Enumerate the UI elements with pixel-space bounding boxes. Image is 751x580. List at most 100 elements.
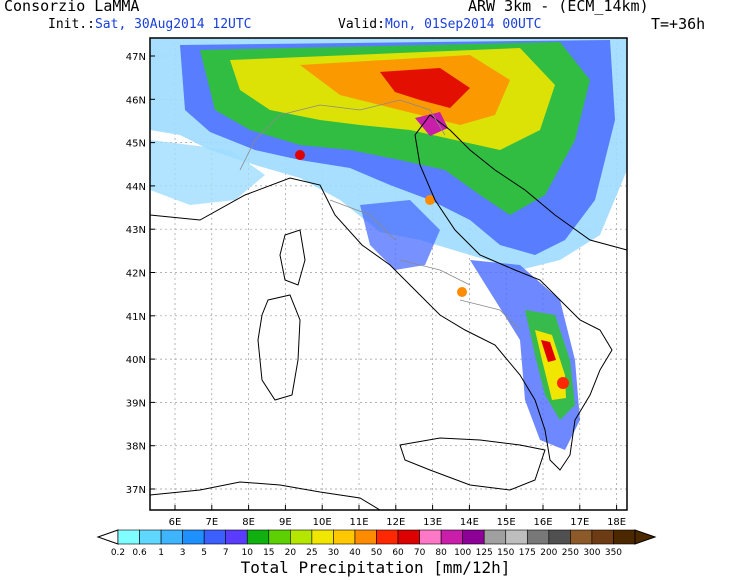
lat-tick-label: 43N	[126, 225, 146, 236]
colorbar-label: 15	[263, 548, 274, 558]
colorbar-box	[397, 529, 420, 545]
colorbar-label: 0.2	[111, 548, 125, 558]
lon-tick-label: 17E	[570, 517, 589, 528]
lon-tick-label: 8E	[242, 517, 255, 528]
model-title: ARW 3km - (ECM_14km)	[468, 0, 649, 15]
regional-borders	[329, 199, 521, 331]
colorbar-label: 50	[371, 548, 383, 558]
lon-tick-label: 16E	[533, 517, 552, 528]
lat-tick-label: 46N	[126, 95, 146, 106]
colorbar-label: 250	[562, 548, 579, 558]
colorbar-box	[182, 529, 205, 545]
lon-tick-label: 15E	[497, 517, 516, 528]
rain-west-cyan	[150, 140, 265, 205]
colorbar-box	[117, 529, 140, 545]
colorbar-label: 175	[519, 548, 536, 558]
rain-north-red	[380, 68, 470, 108]
rain-cell	[557, 377, 569, 389]
lat-tick-label: 37N	[126, 485, 146, 496]
colorbar-label: 1	[158, 548, 164, 558]
colorbar-box	[613, 529, 636, 545]
lon-tick-label: 18E	[607, 517, 626, 528]
corsica-coast	[279, 229, 306, 286]
colorbar-label: 25	[306, 548, 317, 558]
lat-tick-label: 40N	[126, 355, 146, 366]
italy-coast	[149, 114, 628, 471]
colorbar-labels: 0.2 0.6 1 3 5 7 10 15 20 25 30 40 50 60 70 80 100 125 150 1…	[111, 548, 622, 558]
lat-tick-label: 41N	[126, 312, 146, 323]
colorbar-label: 200	[540, 548, 557, 558]
colorbar-box	[419, 529, 442, 545]
rain-cell	[425, 195, 435, 205]
colorbar-box	[290, 529, 313, 545]
lon-tick-label: 10E	[313, 517, 332, 528]
colorbar-label: 70	[414, 548, 426, 558]
colorbar-box	[440, 529, 463, 545]
sicily-coast	[399, 437, 546, 491]
lat-tick-label: 38N	[126, 442, 146, 453]
lon-labels: 6E 7E 8E 9E 10E 11E 12E 13E 14E 15E 16E 17E 18E	[169, 505, 626, 528]
left-arrow-icon	[96, 529, 119, 545]
lon-tick-label: 13E	[423, 517, 442, 528]
colorbar-label: 0.6	[132, 548, 147, 558]
colorbar-label: 60	[392, 548, 404, 558]
valid-value: Mon, 01Sep2014 00UTC	[384, 17, 542, 32]
lat-tick-label: 42N	[126, 269, 146, 280]
colorbar-label: 7	[223, 548, 229, 558]
colorbar-label: 40	[349, 548, 361, 558]
africa-coast	[149, 481, 381, 511]
colorbar-box	[311, 529, 334, 545]
colorbar-box	[462, 529, 485, 545]
colorbar-label: 80	[435, 548, 447, 558]
legend-caption: Total Precipitation [mm/12h]	[240, 558, 511, 577]
lat-labels: 47N 46N 45N 44N 43N 42N 41N 40N 39N 38N 37N	[126, 52, 155, 496]
colorbar-box	[203, 529, 227, 545]
rain-cell	[457, 287, 467, 297]
colorbar-boxes	[117, 529, 636, 545]
init-line: Init.:Sat, 30Aug2014 12UTC	[48, 17, 252, 32]
colorbar-label: 30	[328, 548, 340, 558]
sardinia-coast	[257, 294, 301, 401]
colorbar-box	[139, 529, 162, 545]
valid-line: Valid:Mon, 01Sep2014 00UTC	[338, 17, 542, 32]
lon-tick-label: 12E	[386, 517, 405, 528]
rain-central-blue	[360, 200, 440, 270]
colorbar-label: 10	[242, 548, 254, 558]
colorbar-box	[483, 529, 507, 545]
lon-tick-label: 11E	[349, 517, 368, 528]
colorbar-label: 20	[285, 548, 297, 558]
rain-cell	[295, 150, 305, 160]
lat-tick-label: 44N	[126, 182, 146, 193]
coastlines	[149, 114, 628, 511]
colorbar-label: 125	[476, 548, 493, 558]
rain-south-red	[541, 340, 556, 362]
colorbar-box	[526, 529, 550, 545]
right-arrow-icon	[634, 529, 657, 545]
colorbar-box	[333, 529, 356, 545]
colorbar-label: 350	[605, 548, 622, 558]
colorbar-box	[505, 529, 528, 545]
colorbar-label: 100	[454, 548, 471, 558]
lead-time: T=+36h	[651, 15, 706, 33]
colorbar-label: 150	[497, 548, 514, 558]
colorbar-box	[268, 529, 291, 545]
lon-tick-label: 7E	[205, 517, 218, 528]
lon-tick-label: 6E	[169, 517, 182, 528]
colorbar-box	[160, 529, 183, 545]
init-value: Sat, 30Aug2014 12UTC	[94, 17, 252, 32]
map-frame	[149, 37, 628, 511]
borders	[239, 99, 521, 331]
lon-tick-label: 9E	[279, 517, 292, 528]
colorbar-box	[591, 529, 614, 545]
colorbar-box	[225, 529, 248, 545]
lat-tick-label: 47N	[126, 52, 146, 63]
lat-tick-label: 39N	[126, 398, 146, 409]
colorbar-box	[246, 529, 270, 545]
colorbar-label: 300	[583, 548, 600, 558]
colorbar-label: 5	[201, 548, 207, 558]
valid-label: Valid:	[338, 17, 385, 32]
colorbar-box	[376, 529, 399, 545]
alps-border	[239, 99, 446, 171]
